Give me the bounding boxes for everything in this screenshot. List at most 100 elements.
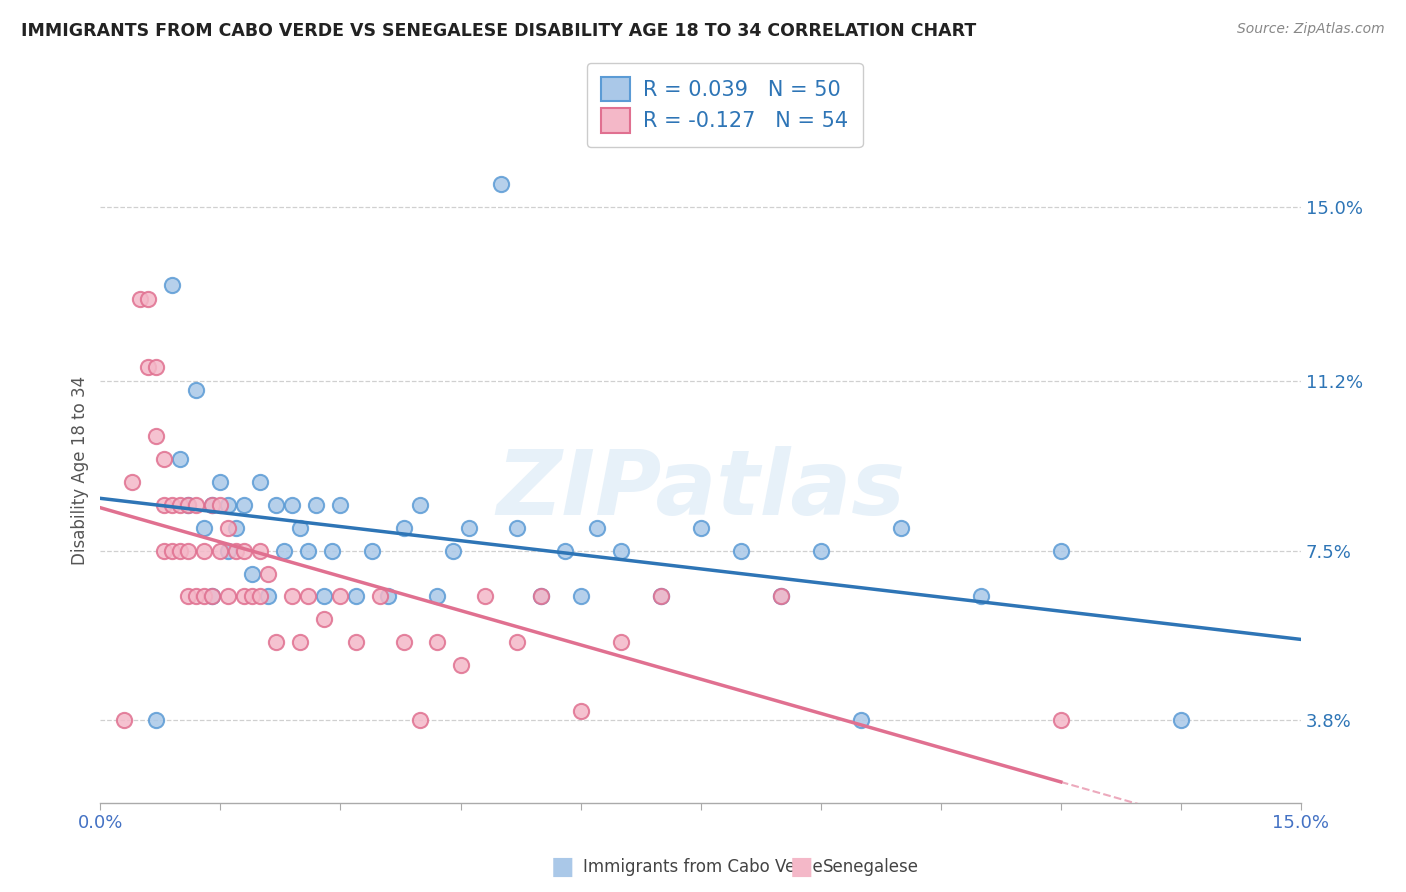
Text: Senegalese: Senegalese	[823, 858, 918, 876]
Point	[394, 635, 416, 649]
Point	[153, 543, 176, 558]
Text: Source: ZipAtlas.com: Source: ZipAtlas.com	[1237, 22, 1385, 37]
Point	[650, 590, 672, 604]
Point	[529, 590, 551, 604]
Point	[297, 590, 319, 604]
Point	[177, 590, 200, 604]
Point	[290, 521, 312, 535]
Point	[769, 590, 792, 604]
Point	[209, 498, 232, 512]
Point	[169, 452, 191, 467]
Point	[409, 498, 432, 512]
Point	[314, 612, 336, 626]
Point	[290, 635, 312, 649]
Point	[193, 521, 215, 535]
Point	[145, 360, 167, 375]
Point	[169, 543, 191, 558]
Point	[425, 590, 447, 604]
Point	[138, 292, 160, 306]
Point	[217, 498, 239, 512]
Text: Immigrants from Cabo Verde: Immigrants from Cabo Verde	[583, 858, 824, 876]
Point	[529, 590, 551, 604]
Point	[121, 475, 143, 489]
Point	[186, 590, 208, 604]
Point	[425, 635, 447, 649]
Point	[305, 498, 328, 512]
Point	[890, 521, 912, 535]
Point	[450, 658, 472, 673]
Point	[441, 543, 464, 558]
Point	[162, 543, 184, 558]
Point	[162, 278, 184, 293]
Point	[505, 521, 527, 535]
Point	[1049, 543, 1071, 558]
Point	[769, 590, 792, 604]
Point	[609, 635, 631, 649]
Text: IMMIGRANTS FROM CABO VERDE VS SENEGALESE DISABILITY AGE 18 TO 34 CORRELATION CHA: IMMIGRANTS FROM CABO VERDE VS SENEGALESE…	[21, 22, 976, 40]
Point	[569, 704, 592, 718]
Point	[297, 543, 319, 558]
Point	[346, 590, 368, 604]
Legend: R = 0.039   N = 50, R = -0.127   N = 54: R = 0.039 N = 50, R = -0.127 N = 54	[586, 62, 863, 147]
Point	[225, 521, 247, 535]
Text: ■: ■	[790, 855, 813, 879]
Point	[249, 543, 271, 558]
Point	[554, 543, 576, 558]
Point	[217, 590, 239, 604]
Point	[970, 590, 993, 604]
Point	[1170, 713, 1192, 727]
Point	[129, 292, 152, 306]
Point	[177, 498, 200, 512]
Text: ZIPatlas: ZIPatlas	[496, 447, 905, 534]
Text: ■: ■	[551, 855, 574, 879]
Point	[650, 590, 672, 604]
Point	[474, 590, 496, 604]
Point	[281, 590, 304, 604]
Point	[281, 498, 304, 512]
Point	[849, 713, 872, 727]
Point	[242, 590, 264, 604]
Point	[489, 178, 512, 192]
Point	[257, 566, 280, 581]
Point	[201, 590, 224, 604]
Point	[394, 521, 416, 535]
Point	[201, 498, 224, 512]
Point	[162, 498, 184, 512]
Point	[810, 543, 832, 558]
Point	[266, 635, 288, 649]
Point	[201, 498, 224, 512]
Point	[1049, 713, 1071, 727]
Point	[193, 543, 215, 558]
Point	[377, 590, 399, 604]
Point	[249, 475, 271, 489]
Point	[569, 590, 592, 604]
Point	[177, 498, 200, 512]
Point	[409, 713, 432, 727]
Point	[257, 590, 280, 604]
Point	[177, 543, 200, 558]
Point	[505, 635, 527, 649]
Point	[153, 452, 176, 467]
Point	[193, 590, 215, 604]
Point	[186, 498, 208, 512]
Point	[169, 498, 191, 512]
Point	[585, 521, 607, 535]
Point	[370, 590, 392, 604]
Point	[457, 521, 479, 535]
Point	[153, 498, 176, 512]
Point	[138, 360, 160, 375]
Point	[346, 635, 368, 649]
Point	[233, 590, 256, 604]
Y-axis label: Disability Age 18 to 34: Disability Age 18 to 34	[72, 376, 89, 566]
Point	[217, 543, 239, 558]
Point	[186, 384, 208, 398]
Point	[361, 543, 384, 558]
Point	[314, 590, 336, 604]
Point	[689, 521, 711, 535]
Point	[225, 543, 247, 558]
Point	[233, 543, 256, 558]
Point	[321, 543, 343, 558]
Point	[329, 498, 352, 512]
Point	[249, 590, 271, 604]
Point	[209, 475, 232, 489]
